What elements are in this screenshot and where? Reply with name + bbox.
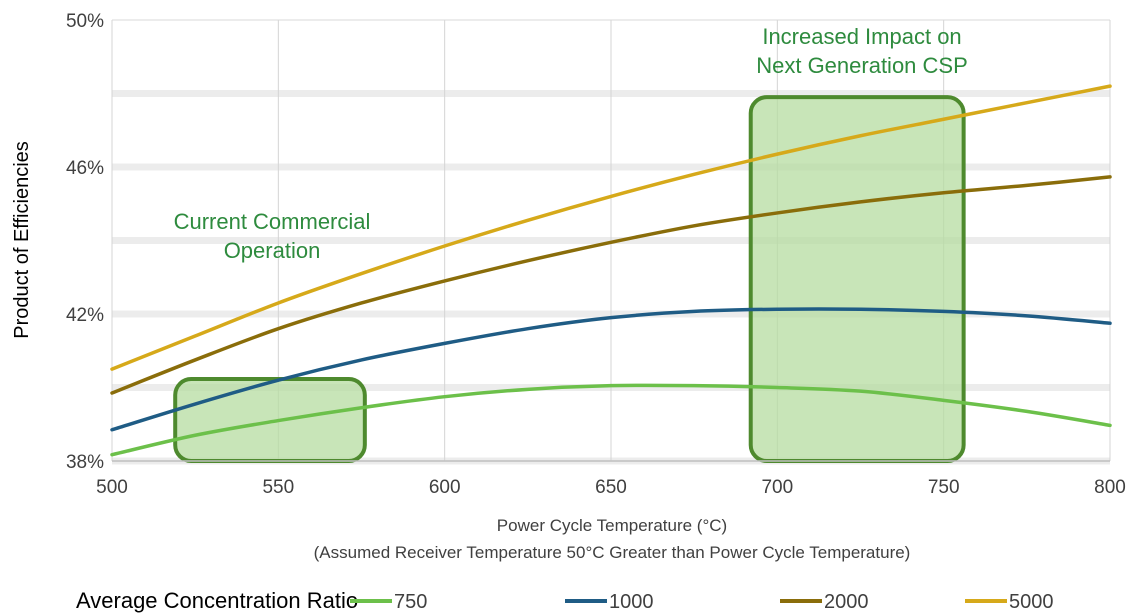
- x-axis-ticks: 500 550 600 650 700 750 800: [96, 477, 1126, 498]
- series-line-1000: [110, 307, 1112, 432]
- series-line-750: [110, 383, 1112, 457]
- region-label-2: Next Generation CSP: [756, 53, 968, 78]
- highlight-regions: [173, 95, 966, 464]
- x-tick-label: 500: [96, 477, 128, 498]
- legend-label-2000: 2000: [824, 591, 869, 613]
- series-line-5000: [110, 84, 1112, 371]
- y-tick-label: 42%: [66, 305, 104, 326]
- x-tick-label: 700: [761, 477, 793, 498]
- y-tick-label: 38%: [66, 452, 104, 473]
- legend-label-5000: 5000: [1009, 591, 1054, 613]
- x-tick-label: 600: [429, 477, 461, 498]
- highlight-region-1: [173, 377, 367, 463]
- legend-label-750: 750: [394, 591, 427, 613]
- series-line-2000: [110, 175, 1112, 395]
- legend-label-1000: 1000: [609, 591, 654, 613]
- x-tick-label: 750: [928, 477, 960, 498]
- legend: Average Concentration Ratio 750 1000 2000 5…: [76, 588, 1054, 613]
- legend-items: 750 1000 2000 5000: [350, 591, 1054, 613]
- x-tick-label: 550: [262, 477, 294, 498]
- region-label-2: Increased Impact on: [762, 24, 961, 49]
- x-tick-label: 650: [595, 477, 627, 498]
- series-lines: [110, 84, 1112, 457]
- y-axis-title: Product of Efficiencies: [11, 141, 33, 339]
- x-tick-label: 800: [1094, 477, 1126, 498]
- region-label-1: Operation: [224, 238, 321, 263]
- x-axis-note: (Assumed Receiver Temperature 50°C Great…: [314, 543, 911, 562]
- x-axis-title: Power Cycle Temperature (°C): [497, 516, 727, 535]
- y-axis-ticks: 38% 42% 46% 50%: [66, 11, 104, 473]
- region-annotations: Current Commercial Operation Increased Imp…: [174, 24, 968, 263]
- region-label-1: Current Commercial: [174, 209, 371, 234]
- legend-title: Average Concentration Ratio: [76, 588, 358, 613]
- y-tick-label: 50%: [66, 11, 104, 32]
- y-tick-label: 46%: [66, 158, 104, 179]
